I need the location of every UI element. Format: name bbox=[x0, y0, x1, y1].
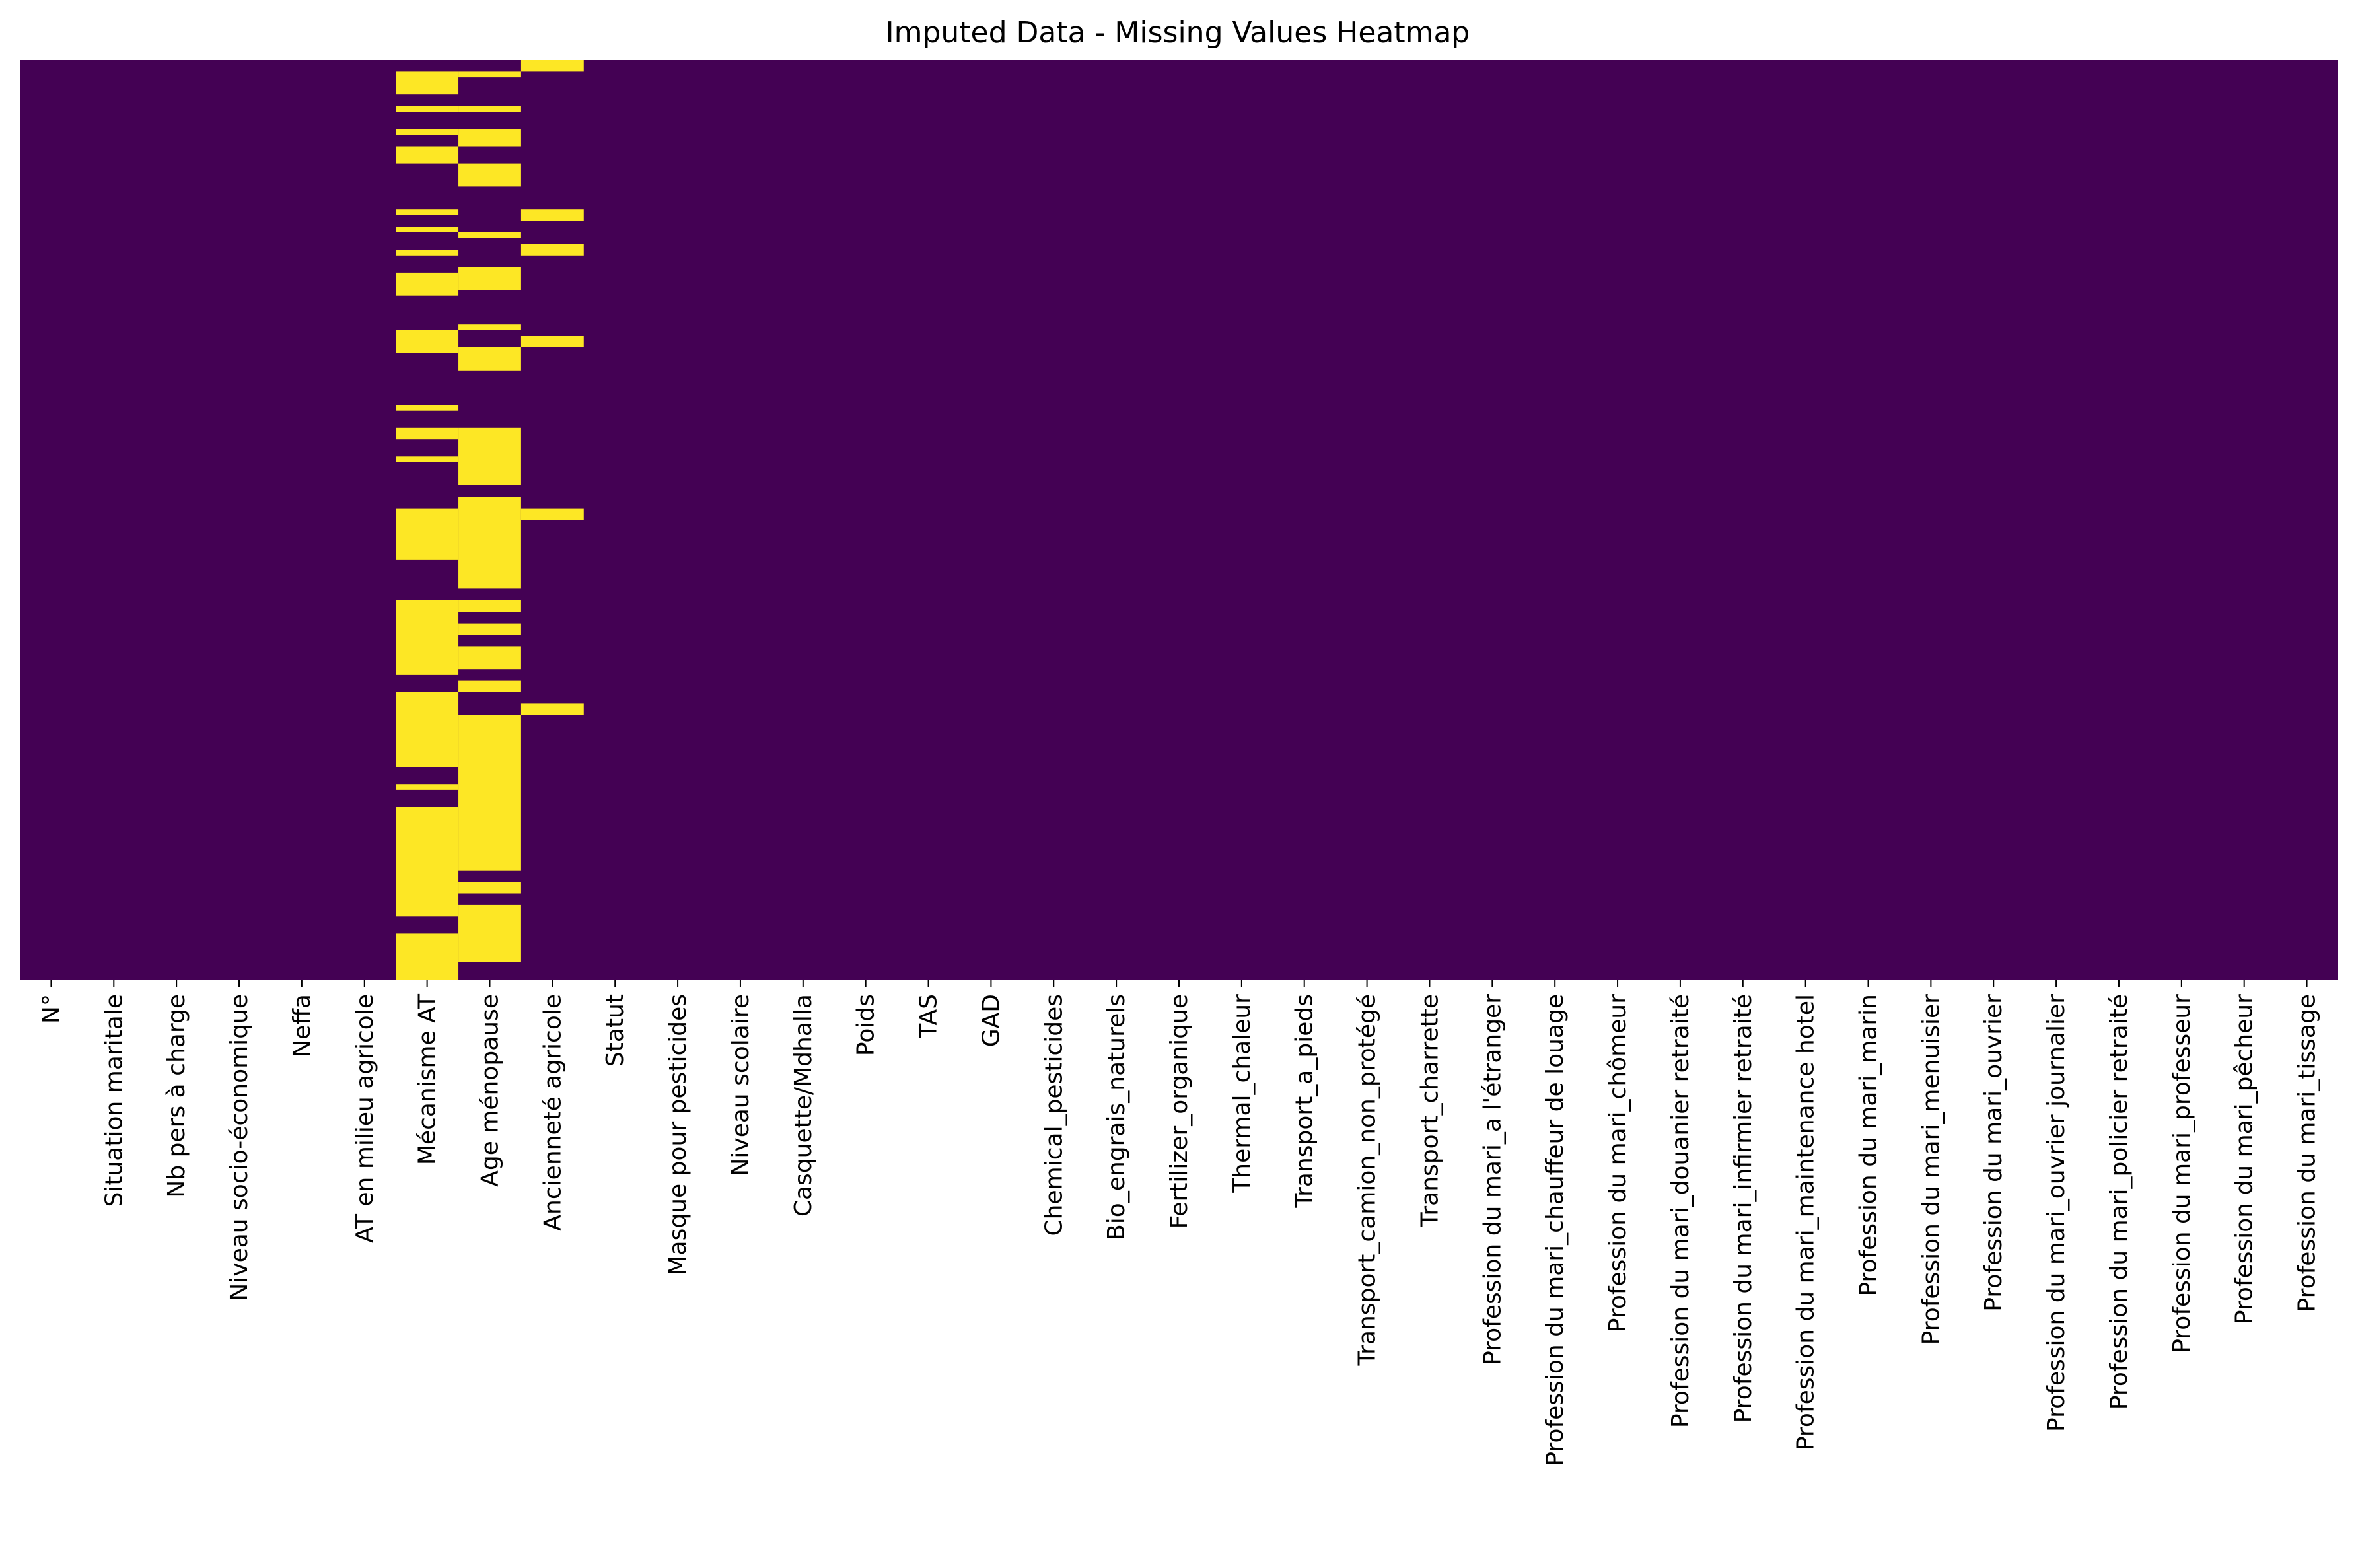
x-tick-label: Age ménopause bbox=[476, 994, 503, 1187]
x-tick-label: Profession du mari_ouvrier journalier bbox=[2043, 994, 2070, 1432]
x-tick-label: GAD bbox=[978, 994, 1005, 1047]
heatmap-missing-cell bbox=[396, 330, 459, 353]
x-tick-label: Poids bbox=[853, 994, 880, 1056]
heatmap-missing-cell bbox=[458, 347, 521, 371]
heatmap-missing-cell bbox=[396, 456, 459, 462]
x-tick-label: Profession du mari_tissage bbox=[2294, 994, 2321, 1312]
heatmap-background bbox=[20, 60, 2338, 980]
x-tick-label: Transport_a_pieds bbox=[1291, 994, 1318, 1209]
heatmap-missing-cell bbox=[458, 882, 521, 894]
heatmap-missing-cell bbox=[520, 60, 584, 72]
heatmap-missing-cell bbox=[458, 163, 521, 187]
x-tick-label: Profession du mari_maintenance hotel bbox=[1793, 994, 1820, 1450]
heatmap-missing-cell bbox=[458, 715, 521, 871]
x-tick-label: Chemical_pesticides bbox=[1040, 994, 1067, 1236]
heatmap-missing-cell bbox=[396, 250, 459, 256]
heatmap-missing-cell bbox=[396, 508, 459, 560]
x-tick-label: Profession du mari_a l'étranger bbox=[1479, 994, 1506, 1365]
heatmap-missing-cell bbox=[458, 129, 521, 147]
heatmap-missing-cell bbox=[458, 71, 521, 78]
x-tick-label: Casquette/Mdhalla bbox=[790, 994, 817, 1217]
heatmap-missing-cell bbox=[396, 71, 459, 95]
x-tick-label: Statut bbox=[602, 994, 629, 1067]
x-tick-label: Fertilizer_organique bbox=[1166, 994, 1193, 1229]
heatmap-missing-cell bbox=[520, 209, 584, 221]
x-tick-label: Bio_engrais_naturels bbox=[1103, 994, 1130, 1240]
heatmap-missing-cell bbox=[396, 600, 459, 675]
x-tick-label: Situation maritale bbox=[100, 994, 127, 1207]
heatmap-missing-cell bbox=[396, 692, 459, 767]
heatmap-missing-cell bbox=[458, 904, 521, 962]
x-tick-label: Profession du mari_chauffeur de louage bbox=[1542, 994, 1569, 1466]
heatmap-missing-cell bbox=[520, 703, 584, 715]
x-tick-label: Profession du mari_pêcheur bbox=[2231, 994, 2258, 1324]
heatmap-missing-cell bbox=[458, 497, 521, 589]
x-tick-label: Profession du mari_douanier retraité bbox=[1667, 994, 1694, 1428]
x-tick-label: Profession du mari_professeur bbox=[2168, 994, 2195, 1353]
heatmap-missing-cell bbox=[396, 427, 459, 440]
heatmap-missing-cell bbox=[396, 106, 459, 112]
x-tick-label: Profession du mari_menuisier bbox=[1917, 994, 1945, 1345]
heatmap-missing-cell bbox=[520, 508, 584, 520]
heatmap-missing-cell bbox=[458, 267, 521, 290]
x-tick-label: Profession du mari_ouvrier bbox=[1980, 994, 2007, 1312]
x-tick-label: Niveau socio-économique bbox=[226, 994, 253, 1301]
x-tick-label: Profession du mari_marin bbox=[1855, 994, 1882, 1297]
heatmap-missing-cell bbox=[396, 209, 459, 215]
x-tick-label: Mécanisme AT bbox=[414, 993, 441, 1165]
heatmap-missing-cell bbox=[458, 324, 521, 330]
x-tick-label: Profession du mari_policier retraité bbox=[2106, 994, 2133, 1409]
heatmap-missing-cell bbox=[396, 933, 459, 980]
x-tick-label: TAS bbox=[915, 994, 943, 1039]
heatmap-missing-cell bbox=[458, 680, 521, 692]
heatmap-missing-cell bbox=[396, 784, 459, 790]
chart-title: Imputed Data - Missing Values Heatmap bbox=[886, 16, 1470, 50]
heatmap-missing-cell bbox=[396, 405, 459, 411]
x-tick-label: AT en milieu agricole bbox=[351, 994, 378, 1243]
x-tick-label: Profession du mari_infirmier retraité bbox=[1730, 994, 1757, 1423]
heatmap-missing-cell bbox=[396, 227, 459, 232]
x-tick-label: Transport_charrette bbox=[1416, 994, 1443, 1227]
heatmap-missing-cell bbox=[396, 146, 459, 164]
heatmap-missing-cell bbox=[520, 244, 584, 256]
heatmap-missing-cell bbox=[458, 623, 521, 635]
x-tick-label: Transport_camion_non_protégé bbox=[1354, 994, 1381, 1367]
heatmap-missing-cell bbox=[458, 646, 521, 670]
x-tick-label: Nb pers à charge bbox=[163, 994, 190, 1198]
heatmap-missing-cell bbox=[458, 427, 521, 485]
x-tick-label: Thermal_chaleur bbox=[1229, 994, 1256, 1194]
x-tick-label: Neffa bbox=[289, 994, 316, 1057]
x-tick-label: Ancienneté agricole bbox=[539, 994, 566, 1231]
heatmap-missing-cell bbox=[458, 106, 521, 112]
heatmap-missing-cell bbox=[458, 232, 521, 238]
x-tick-label: N° bbox=[38, 994, 65, 1024]
heatmap-missing-cell bbox=[396, 807, 459, 917]
x-tick-label: Masque pour pesticides bbox=[664, 994, 692, 1276]
heatmap-missing-cell bbox=[396, 272, 459, 296]
heatmap-missing-cell bbox=[396, 129, 459, 135]
heatmap-missing-cell bbox=[458, 600, 521, 612]
x-tick-label: Profession du mari_chômeur bbox=[1604, 994, 1631, 1332]
x-tick-label: Niveau scolaire bbox=[727, 994, 754, 1176]
heatmap-missing-cell bbox=[520, 336, 584, 347]
